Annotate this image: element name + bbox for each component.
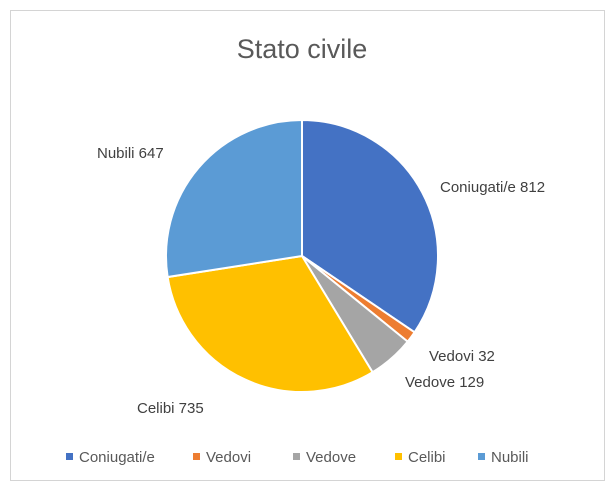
legend-label-vedovi: Vedovi <box>206 449 251 466</box>
legend: Coniugati/e Vedovi Vedove Celibi Nubili <box>66 449 529 466</box>
pie-slice-nubili <box>165 118 303 279</box>
chart-title: Stato civile <box>237 34 368 64</box>
data-label-coniugati-e: Coniugati/e 812 <box>440 179 545 196</box>
data-labels: Coniugati/e 812 Vedovi 32 Vedove 129 Celibi… <box>97 145 545 417</box>
pie-slice-coniugati-e <box>301 118 439 334</box>
legend-label-vedove: Vedove <box>306 449 356 466</box>
data-label-vedove: Vedove 129 <box>405 374 484 391</box>
legend-swatch-coniugati-e <box>66 453 73 460</box>
legend-label-coniugati-e: Coniugati/e <box>79 449 155 466</box>
data-label-nubili: Nubili 647 <box>97 145 164 162</box>
data-label-celibi: Celibi 735 <box>137 400 204 417</box>
legend-swatch-vedove <box>293 453 300 460</box>
pie-slices <box>165 118 439 393</box>
legend-swatch-celibi <box>395 453 402 460</box>
legend-label-nubili: Nubili <box>491 449 529 466</box>
legend-swatch-vedovi <box>193 453 200 460</box>
legend-label-celibi: Celibi <box>408 449 446 466</box>
legend-swatch-nubili <box>478 453 485 460</box>
data-label-vedovi: Vedovi 32 <box>429 348 495 365</box>
pie-slice-celibi <box>166 254 374 393</box>
